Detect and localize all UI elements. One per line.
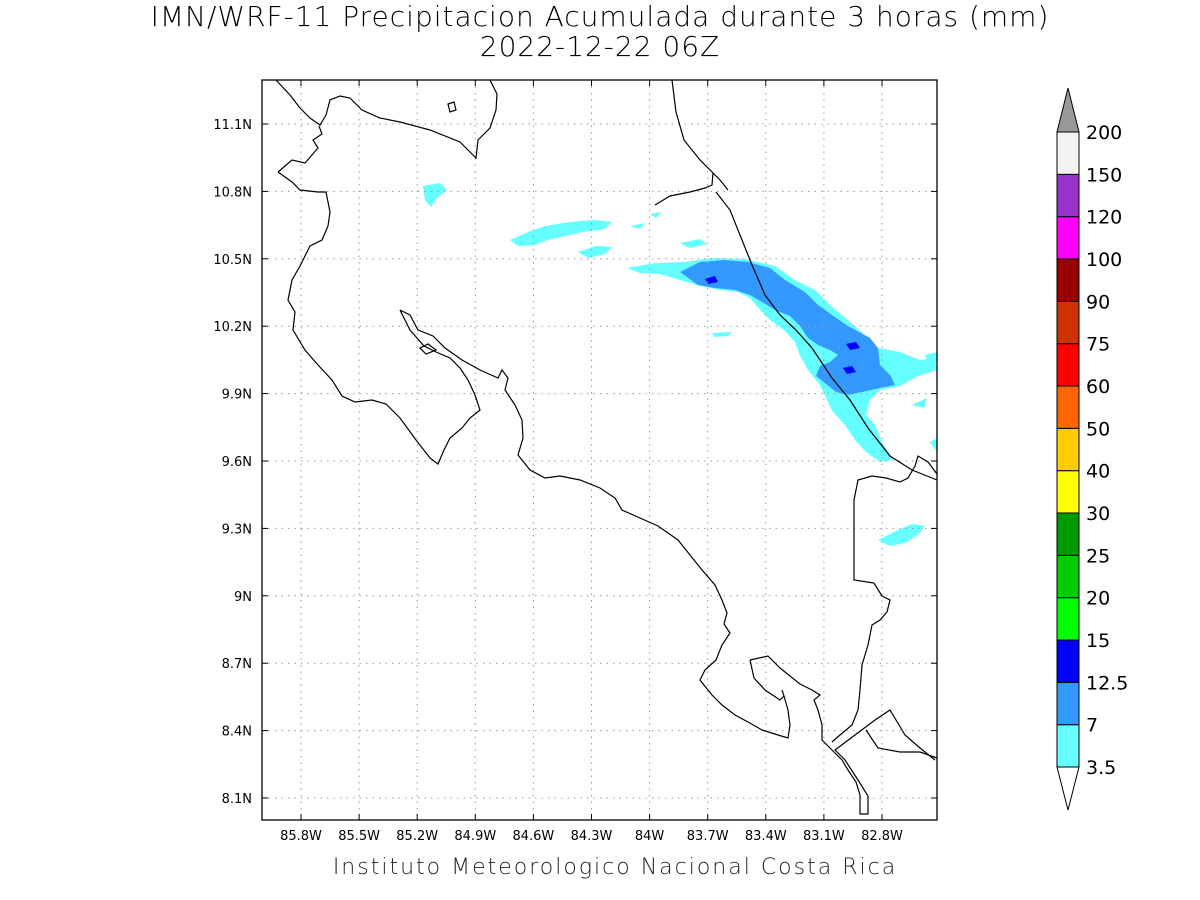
lat-tick-label: 8.7N <box>222 657 252 672</box>
coastline <box>277 171 481 465</box>
lat-tick-label: 10.5N <box>213 253 252 268</box>
colorbar-label: 200 <box>1086 122 1122 144</box>
colorbar-segment <box>1056 724 1080 768</box>
colorbar-segment <box>1056 131 1080 175</box>
colorbar-legend: 3.5 7 12.5 15 20 25 30 40 50 60 75 90 100 120 150 200 <box>1056 87 1128 811</box>
precip-patch <box>650 212 662 218</box>
colorbar-segment <box>1056 427 1080 472</box>
lat-tick-label: 8.1N <box>222 792 252 807</box>
precip-patch <box>705 276 718 284</box>
lon-tick-label: 83.4W <box>745 829 787 844</box>
colorbar-label: 75 <box>1086 334 1110 356</box>
lat-tick-label: 10.8N <box>213 185 252 200</box>
colorbar-segment <box>1056 554 1080 599</box>
precip-patch <box>423 183 447 207</box>
colorbar-segment <box>1056 258 1080 302</box>
precip-patch <box>510 220 612 246</box>
lon-tick-label: 85.8W <box>280 829 322 844</box>
title-line-2: 2022-12-22 06Z <box>479 30 721 63</box>
precip-patch <box>930 438 937 452</box>
title-line-1: IMN/WRF-11 Precipitacion Acumulada duran… <box>150 0 1050 33</box>
lon-tick-label: 84.6W <box>512 829 554 844</box>
colorbar-segment <box>1056 681 1080 726</box>
lon-tick-label: 85.2W <box>396 829 438 844</box>
lon-tick-label: 82.8W <box>861 829 903 844</box>
lon-tick-label: 85.5W <box>338 829 380 844</box>
lat-tick-label: 11.1N <box>213 118 252 133</box>
colorbar-label: 25 <box>1086 545 1110 567</box>
lat-tick-label: 9.6N <box>222 455 252 470</box>
colorbar-label: 30 <box>1086 503 1110 525</box>
precip-patch <box>846 342 860 350</box>
lon-tick-label: 84.3W <box>571 829 613 844</box>
colorbar-segment <box>1056 385 1080 429</box>
colorbar-bottom-arrow <box>1056 766 1080 811</box>
coastline <box>654 79 714 206</box>
colorbar-label: 15 <box>1086 630 1110 652</box>
colorbar-label: 12.5 <box>1086 672 1128 694</box>
lon-tick-label: 84W <box>635 829 665 844</box>
lat-tick-label: 9N <box>234 590 252 605</box>
map-frame <box>261 79 938 821</box>
coastline <box>749 659 785 701</box>
figure-title: IMN/WRF-11 Precipitacion Acumulada duran… <box>0 2 1200 62</box>
coastline <box>712 172 729 191</box>
colorbar-segment <box>1056 216 1080 260</box>
precipitation-fields <box>423 183 937 546</box>
precip-patch <box>912 398 927 408</box>
precip-patch <box>878 524 925 546</box>
precip-patch <box>627 258 937 462</box>
lat-tick-label: 9.3N <box>222 522 252 537</box>
colorbar-label: 50 <box>1086 418 1110 440</box>
coastline <box>277 125 323 173</box>
colorbar-segment <box>1056 300 1080 345</box>
colorbar-label: 3.5 <box>1086 757 1116 779</box>
lon-tick-label: 84.9W <box>454 829 496 844</box>
colorbar-segment <box>1056 639 1080 683</box>
colorbar-label: 150 <box>1086 164 1122 186</box>
lat-tick-label: 10.2N <box>213 320 252 335</box>
map-grid <box>262 80 937 820</box>
coastline <box>399 309 791 739</box>
coastline <box>418 343 438 355</box>
colorbar-segment <box>1056 512 1080 556</box>
colorbar-label: 120 <box>1086 207 1122 229</box>
coastline <box>831 455 938 743</box>
precip-patch <box>630 223 645 229</box>
colorbar-top-arrow <box>1056 87 1080 133</box>
colorbar-label: 40 <box>1086 461 1110 483</box>
lon-tick-label: 83.1W <box>803 829 845 844</box>
precip-patch <box>680 260 895 395</box>
coastline <box>865 729 938 759</box>
colorbar-segment <box>1056 173 1080 218</box>
precip-patch <box>712 332 732 337</box>
coastline <box>447 101 457 113</box>
lat-tick-label: 8.4N <box>222 725 252 740</box>
colorbar-segment <box>1056 470 1080 514</box>
coastlines <box>275 79 938 815</box>
coastline <box>749 655 936 815</box>
colorbar-label: 20 <box>1086 588 1110 610</box>
precip-patch <box>680 239 707 248</box>
colorbar-segment <box>1056 597 1080 641</box>
precip-patch <box>578 246 612 258</box>
lon-tick-label: 83.7W <box>687 829 729 844</box>
colorbar-label: 100 <box>1086 249 1122 271</box>
colorbar-segment <box>1056 343 1080 387</box>
footer-credit: Instituto Meteorologico Nacional Costa R… <box>332 855 898 880</box>
coastline <box>715 191 938 481</box>
lat-tick-label: 9.9N <box>222 388 252 403</box>
coastline <box>275 79 498 160</box>
precip-patch <box>925 352 937 362</box>
colorbar-label: 90 <box>1086 291 1110 313</box>
colorbar-label: 7 <box>1086 715 1098 737</box>
precip-patch <box>843 366 856 374</box>
colorbar-label: 60 <box>1086 376 1110 398</box>
axis-ticks: 85.8W 85.5W 85.2W 84.9W 84.6W 84.3W 84W 83.7W 83… <box>213 80 937 844</box>
